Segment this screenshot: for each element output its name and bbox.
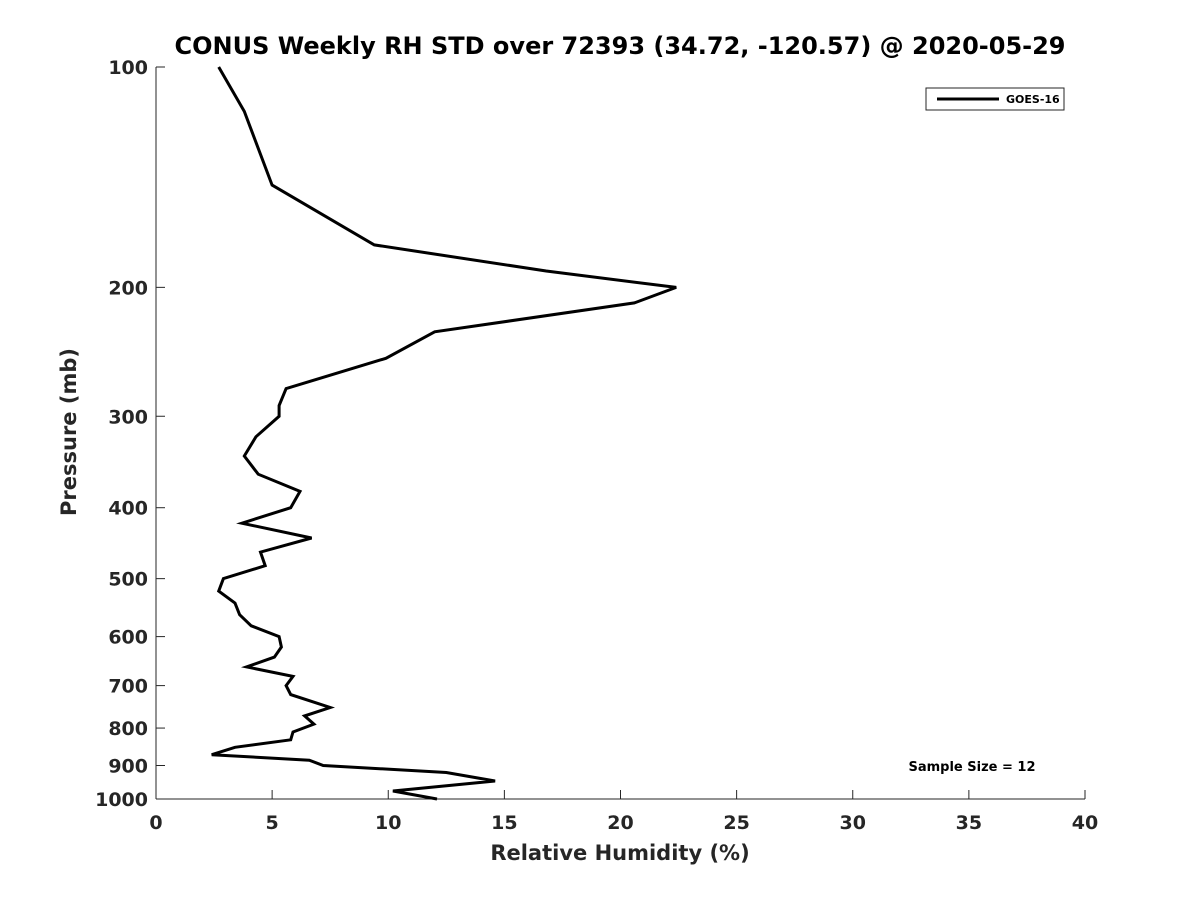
y-tick-label: 500: [108, 569, 148, 591]
x-axis-label: Relative Humidity (%): [490, 841, 749, 865]
series-layer: [211, 66, 677, 801]
y-tick-label: 700: [108, 676, 148, 698]
legend: GOES-16: [925, 87, 1065, 111]
sample-size-annotation: Sample Size = 12: [908, 760, 1035, 775]
x-tick-label: 5: [266, 812, 279, 834]
x-tick-label: 25: [723, 812, 749, 834]
y-tick-label: 400: [108, 498, 148, 520]
x-tick-label: 30: [840, 812, 866, 834]
chart-title: CONUS Weekly RH STD over 72393 (34.72, -…: [174, 32, 1065, 60]
plot-axes: [155, 67, 1085, 800]
x-tick-label: 10: [375, 812, 401, 834]
series-line-goes-16: [211, 66, 677, 801]
y-tick-label: 900: [108, 756, 148, 778]
y-axis-label: Pressure (mb): [57, 348, 81, 516]
legend-label-goes16: GOES-16: [1006, 93, 1060, 106]
x-tick-label: 0: [149, 812, 162, 834]
y-tick-label: 200: [108, 277, 148, 299]
y-tick-label: 800: [108, 718, 148, 740]
y-tick-label: 600: [108, 627, 148, 649]
y-tick-label: 300: [108, 406, 148, 428]
axis-ticks: 0 5 10 15 20 25 30 35 40 100 200 300 400 500 600 700 800…: [95, 57, 1098, 834]
x-tick-label: 20: [607, 812, 633, 834]
x-tick-label: 15: [491, 812, 517, 834]
y-tick-label: 100: [108, 57, 148, 79]
x-tick-label: 35: [956, 812, 982, 834]
x-tick-label: 40: [1072, 812, 1098, 834]
y-tick-label: 1000: [95, 789, 148, 811]
